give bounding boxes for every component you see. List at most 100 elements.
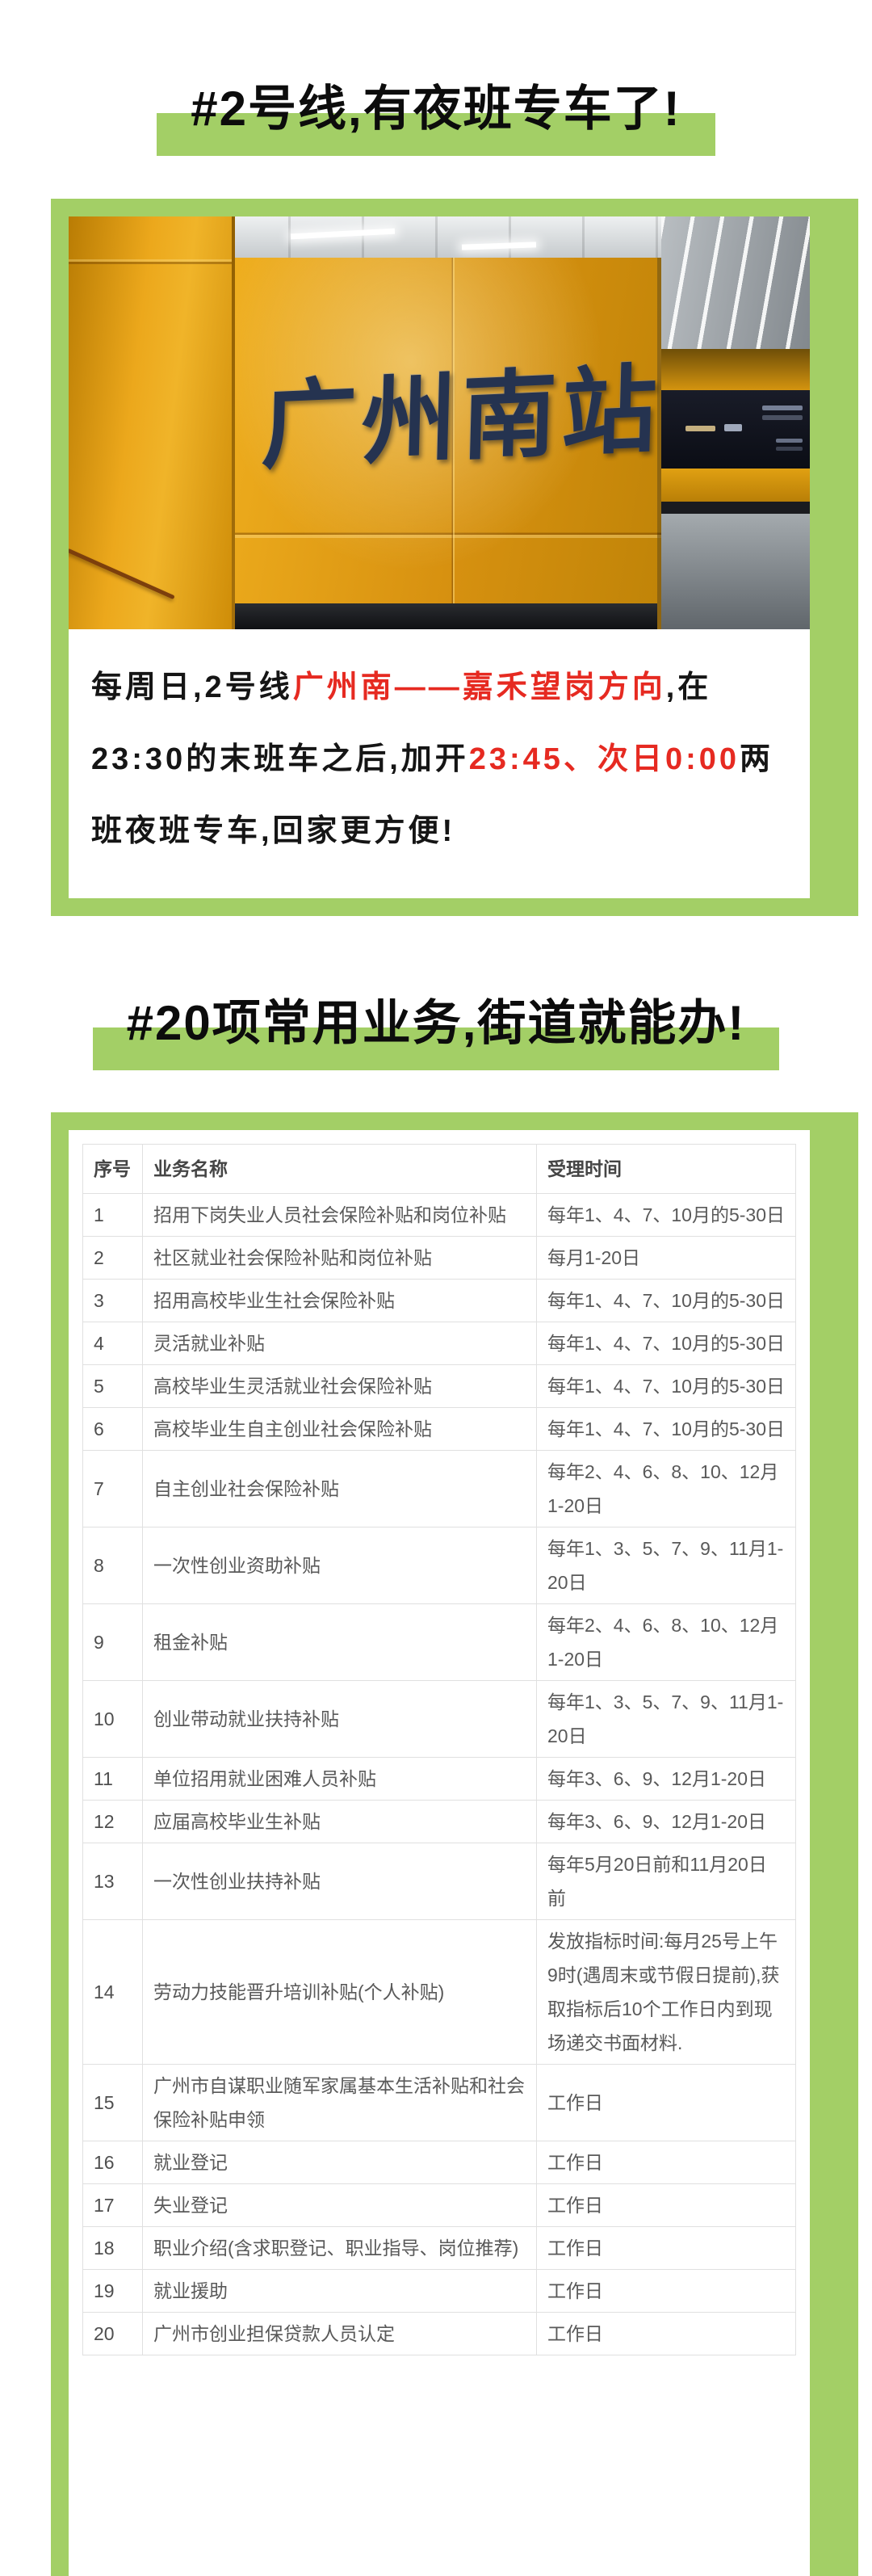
cell-time: 工作日 bbox=[536, 2312, 796, 2355]
intro-segment-black: 两班夜班专车,回家更方便! bbox=[91, 742, 774, 848]
cell-name: 就业登记 bbox=[142, 2141, 537, 2184]
table-row: 3 招用高校毕业生社会保险补贴 每年1、4、7、10月的5-30日 bbox=[82, 1279, 796, 1322]
station-photo: 广州南站 bbox=[69, 216, 810, 629]
table-row: 19 就业援助 工作日 bbox=[82, 2269, 796, 2313]
table-row: 7 自主创业社会保险补贴 每年2、4、6、8、10、12月1-20日 bbox=[82, 1450, 796, 1528]
cell-time: 工作日 bbox=[536, 2141, 796, 2184]
cell-name: 自主创业社会保险补贴 bbox=[142, 1450, 537, 1528]
cell-name: 灵活就业补贴 bbox=[142, 1322, 537, 1365]
cell-num: 6 bbox=[82, 1407, 143, 1451]
cell-name: 社区就业社会保险补贴和岗位补贴 bbox=[142, 1236, 537, 1280]
table-row: 2 社区就业社会保险补贴和岗位补贴 每月1-20日 bbox=[82, 1236, 796, 1280]
metro-card: 广州南站 每周日,2号线广州南——嘉禾望岗方向,在23:30的末班车之后,加开2… bbox=[51, 199, 858, 916]
cell-time: 每月1-20日 bbox=[536, 1236, 796, 1280]
header-cell-name: 业务名称 bbox=[142, 1144, 537, 1194]
cell-name: 招用高校毕业生社会保险补贴 bbox=[142, 1279, 537, 1322]
cell-name: 租金补贴 bbox=[142, 1603, 537, 1681]
section1-title: #2号线,有夜班专车了! bbox=[157, 82, 716, 157]
cell-time: 每年3、6、9、12月1-20日 bbox=[536, 1800, 796, 1843]
cell-num: 10 bbox=[82, 1680, 143, 1758]
services-table-body: 1 招用下岗失业人员社会保险补贴和岗位补贴 每年1、4、7、10月的5-30日 2 社区… bbox=[82, 1193, 796, 2355]
cell-name: 应届高校毕业生补贴 bbox=[142, 1800, 537, 1843]
cell-name: 创业带动就业扶持补贴 bbox=[142, 1680, 537, 1758]
sign-glyph bbox=[775, 438, 803, 443]
cell-time: 每年1、4、7、10月的5-30日 bbox=[536, 1407, 796, 1451]
cell-num: 20 bbox=[82, 2312, 143, 2355]
table-row: 12 应届高校毕业生补贴 每年3、6、9、12月1-20日 bbox=[82, 1800, 796, 1843]
cell-name: 广州市创业担保贷款人员认定 bbox=[142, 2312, 537, 2355]
photo-orange-wall bbox=[231, 258, 662, 629]
table-row: 1 招用下岗失业人员社会保险补贴和岗位补贴 每年1、4、7、10月的5-30日 bbox=[82, 1193, 796, 1237]
corridor-baseboard bbox=[661, 501, 810, 514]
cell-num: 15 bbox=[82, 2064, 143, 2141]
section2-headline: #20项常用业务,街道就能办! bbox=[0, 997, 872, 1071]
services-table: 序号 业务名称 受理时间 1 招用下岗失业人员社会保险补贴和岗位补贴 每年1、4、7… bbox=[82, 1144, 796, 2355]
table-row: 14 劳动力技能晋升培训补贴(个人补贴) 发放指标时间:每月25号上午9时(遇周末或… bbox=[82, 1919, 796, 2065]
corridor-floor bbox=[661, 513, 810, 629]
table-row: 10 创业带动就业扶持补贴 每年1、3、5、7、9、11月1-20日 bbox=[82, 1680, 796, 1758]
cell-num: 9 bbox=[82, 1603, 143, 1681]
cell-name: 单位招用就业困难人员补贴 bbox=[142, 1757, 537, 1801]
photo-orange-pillar bbox=[69, 216, 235, 629]
cell-name: 广州市自谋职业随军家属基本生活补贴和社会保险补贴申领 bbox=[142, 2064, 537, 2141]
cell-name: 一次性创业扶持补贴 bbox=[142, 1843, 537, 1920]
intro-segment-red: 23:45、次日0:00 bbox=[468, 742, 740, 776]
cell-num: 11 bbox=[82, 1757, 143, 1801]
cell-time: 每年1、4、7、10月的5-30日 bbox=[536, 1193, 796, 1237]
cell-time: 每年1、4、7、10月的5-30日 bbox=[536, 1364, 796, 1408]
cell-name: 招用下岗失业人员社会保险补贴和岗位补贴 bbox=[142, 1193, 537, 1237]
table-row: 11 单位招用就业困难人员补贴 每年3、6、9、12月1-20日 bbox=[82, 1757, 796, 1801]
cell-time: 工作日 bbox=[536, 2226, 796, 2270]
table-row: 6 高校毕业生自主创业社会保险补贴 每年1、4、7、10月的5-30日 bbox=[82, 1407, 796, 1451]
photo-corridor bbox=[661, 216, 810, 629]
cell-name: 高校毕业生灵活就业社会保险补贴 bbox=[142, 1364, 537, 1408]
cell-time: 每年3、6、9、12月1-20日 bbox=[536, 1757, 796, 1801]
cell-time: 工作日 bbox=[536, 2183, 796, 2227]
cell-time: 每年2、4、6、8、10、12月1-20日 bbox=[536, 1450, 796, 1528]
section1-headline: #2号线,有夜班专车了! bbox=[0, 82, 872, 157]
corridor-lower-wall bbox=[661, 468, 810, 502]
cell-name: 职业介绍(含求职登记、职业指导、岗位推荐) bbox=[142, 2226, 537, 2270]
corridor-sign-board bbox=[661, 389, 810, 469]
table-row: 17 失业登记 工作日 bbox=[82, 2183, 796, 2227]
sign-glyph bbox=[723, 424, 742, 432]
cell-num: 18 bbox=[82, 2226, 143, 2270]
cell-name: 失业登记 bbox=[142, 2183, 537, 2227]
cell-time: 发放指标时间:每月25号上午9时(遇周末或节假日提前),获取指标后10个工作日内… bbox=[536, 1919, 796, 2065]
cell-num: 2 bbox=[82, 1236, 143, 1280]
table-row: 20 广州市创业担保贷款人员认定 工作日 bbox=[82, 2312, 796, 2355]
header-cell-time: 受理时间 bbox=[536, 1144, 796, 1194]
cell-time: 每年2、4、6、8、10、12月1-20日 bbox=[536, 1603, 796, 1681]
cell-num: 5 bbox=[82, 1364, 143, 1408]
cell-time: 工作日 bbox=[536, 2269, 796, 2313]
cell-num: 4 bbox=[82, 1322, 143, 1365]
table-row: 9 租金补贴 每年2、4、6、8、10、12月1-20日 bbox=[82, 1603, 796, 1681]
table-row: 4 灵活就业补贴 每年1、4、7、10月的5-30日 bbox=[82, 1322, 796, 1365]
corridor-ceiling bbox=[661, 216, 810, 349]
cell-num: 13 bbox=[82, 1843, 143, 1920]
cell-num: 8 bbox=[82, 1527, 143, 1604]
station-name-calligraphy: 广州南站 bbox=[259, 357, 663, 481]
cell-time: 每年5月20日前和11月20日前 bbox=[536, 1843, 796, 1920]
cell-time: 每年1、3、5、7、9、11月1-20日 bbox=[536, 1527, 796, 1604]
cell-name: 劳动力技能晋升培训补贴(个人补贴) bbox=[142, 1919, 537, 2065]
intro-paragraph: 每周日,2号线广州南——嘉禾望岗方向,在23:30的末班车之后,加开23:45、… bbox=[69, 629, 810, 897]
services-card: 序号 业务名称 受理时间 1 招用下岗失业人员社会保险补贴和岗位补贴 每年1、4、7… bbox=[51, 1112, 858, 2576]
cell-time: 每年1、3、5、7、9、11月1-20日 bbox=[536, 1680, 796, 1758]
table-row: 15 广州市自谋职业随军家属基本生活补贴和社会保险补贴申领 工作日 bbox=[82, 2064, 796, 2141]
cell-num: 7 bbox=[82, 1450, 143, 1528]
cell-name: 就业援助 bbox=[142, 2269, 537, 2313]
table-header-row: 序号 业务名称 受理时间 bbox=[82, 1144, 796, 1194]
sign-glyph bbox=[685, 426, 715, 432]
table-row: 16 就业登记 工作日 bbox=[82, 2141, 796, 2184]
intro-segment-black: ,在23:30的末班车之后,加开 bbox=[91, 670, 712, 776]
table-row: 18 职业介绍(含求职登记、职业指导、岗位推荐) 工作日 bbox=[82, 2226, 796, 2270]
table-row: 5 高校毕业生灵活就业社会保险补贴 每年1、4、7、10月的5-30日 bbox=[82, 1364, 796, 1408]
table-row: 13 一次性创业扶持补贴 每年5月20日前和11月20日前 bbox=[82, 1843, 796, 1920]
cell-name: 一次性创业资助补贴 bbox=[142, 1527, 537, 1604]
cell-num: 19 bbox=[82, 2269, 143, 2313]
cell-num: 17 bbox=[82, 2183, 143, 2227]
photo-ceiling bbox=[216, 216, 677, 263]
intro-segment-red: 广州南——嘉禾望岗方向 bbox=[292, 670, 666, 704]
